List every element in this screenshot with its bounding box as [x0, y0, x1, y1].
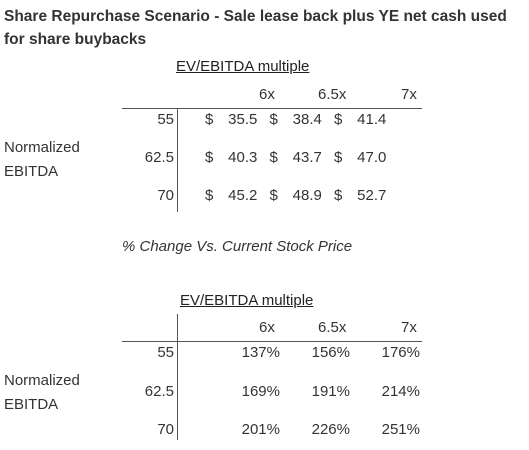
table2-row-label: 70	[157, 421, 174, 438]
table1-row-group-label: Normalized EBITDA	[4, 139, 80, 180]
table2-row-group-label: Normalized EBITDA	[4, 372, 80, 413]
table2-col-7x: 7x	[401, 319, 417, 336]
table2-cell: 251%	[381, 421, 420, 438]
table2-row-divider	[177, 314, 178, 440]
table1-row-label: 62.5	[144, 149, 174, 166]
page-title: Share Repurchase Scenario - Sale lease b…	[4, 8, 507, 48]
table1-col-7x: 7x	[401, 86, 417, 103]
table2-row-label: 62.5	[144, 383, 174, 400]
table2-cell: 176%	[381, 344, 420, 361]
table1-cell: $45.2 $48.9 $52.7	[205, 187, 387, 204]
table1-col-6-5x: 6.5x	[318, 86, 347, 103]
table2-cell: 226%	[311, 421, 350, 438]
table1-col-6x: 6x	[259, 86, 275, 103]
table2-cell: 137%	[241, 344, 280, 361]
table2-cell: 214%	[381, 383, 420, 400]
table2-cell: 191%	[311, 383, 350, 400]
table2-cell: 156%	[311, 344, 350, 361]
table2-col-6-5x: 6.5x	[318, 319, 347, 336]
table1-header: EV/EBITDA multiple	[176, 58, 310, 75]
table2-row-label: 55	[157, 344, 174, 361]
table2-cell: 169%	[241, 383, 280, 400]
table1-row-label: 55	[157, 111, 174, 128]
table1-header-rule	[122, 108, 422, 109]
percent-change-subtitle: % Change Vs. Current Stock Price	[122, 238, 353, 255]
table2-header: EV/EBITDA multiple	[180, 292, 314, 309]
table1-cell: $35.5 $38.4 $41.4	[205, 111, 387, 128]
table2-header-rule	[122, 341, 422, 342]
table1-row-divider	[177, 108, 178, 212]
table1-cell: $40.3 $43.7 $47.0	[205, 149, 387, 166]
table2-cell: 201%	[241, 421, 280, 438]
table2-col-6x: 6x	[259, 319, 275, 336]
table1-row-label: 70	[157, 187, 174, 204]
